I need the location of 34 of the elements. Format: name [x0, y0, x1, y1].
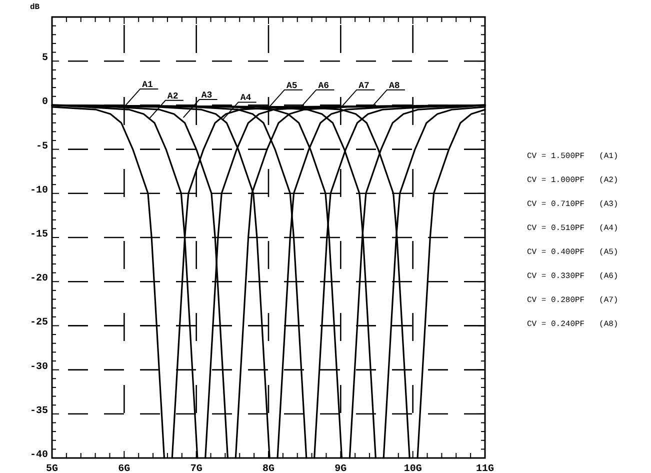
text: CV = 0.280PF (A7)	[527, 296, 618, 305]
x-tick-label: 8G	[262, 464, 275, 473]
x-tick-label: 11G	[476, 464, 494, 473]
text: CV = 0.330PF (A6)	[527, 272, 618, 281]
annotation: A2	[167, 91, 178, 102]
y-tick-label: -15	[30, 230, 48, 240]
text: CV = 0.240PF (A8)	[527, 320, 618, 329]
x-tick-label: 10G	[404, 464, 422, 473]
y-tick-label: -10	[30, 185, 48, 196]
x-tick-label: 9G	[334, 464, 347, 473]
annotation: A7	[358, 80, 370, 91]
y-axis-title: dB	[30, 3, 40, 12]
y-tick-label: -25	[30, 318, 48, 329]
annotation: A8	[388, 80, 400, 91]
annotation: A1	[142, 80, 154, 90]
y-tick-label: -30	[30, 362, 48, 373]
annotation: A6	[318, 80, 330, 91]
y-tick-label: -35	[30, 406, 48, 417]
text: CV = 0.710PF (A3)	[527, 200, 618, 209]
y-tick-label: 5	[42, 53, 48, 64]
annotation: A3	[201, 90, 212, 101]
y-tick-label: -20	[30, 274, 48, 285]
text: CV = 0.510PF (A4)	[527, 224, 618, 233]
y-tick-label: -40	[30, 450, 48, 461]
y-tick-label: -5	[36, 141, 48, 152]
x-tick-label: 7G	[190, 464, 202, 473]
text: CV = 1.000PF (A2)	[527, 176, 618, 185]
annotation: A5	[286, 80, 298, 91]
text: CV = 1.500PF (A1)	[527, 152, 618, 161]
x-tick-label: 6G	[118, 464, 130, 473]
x-tick-label: 5G	[46, 464, 58, 473]
annotation: A4	[240, 93, 252, 104]
text: CV = 0.400PF (A5)	[527, 248, 618, 257]
y-tick-label: 0	[42, 97, 48, 108]
